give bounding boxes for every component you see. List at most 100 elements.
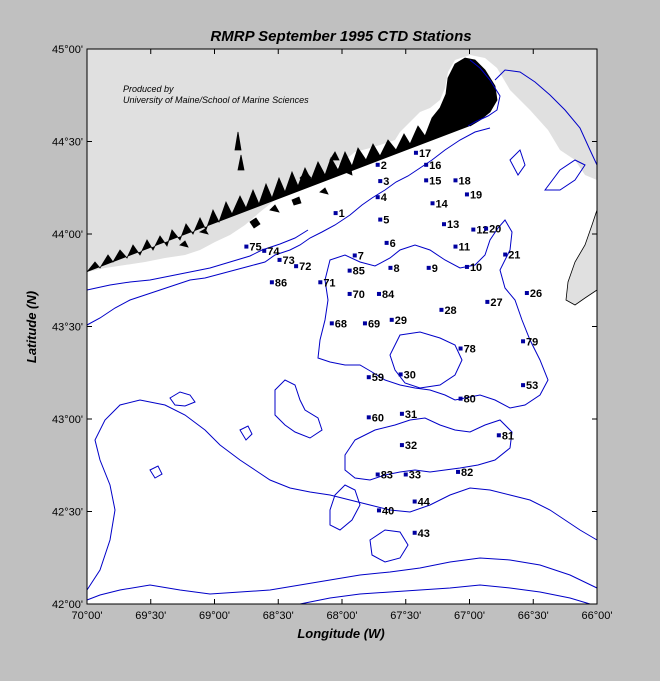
station-18: 18 (453, 175, 471, 187)
station-80: 80 (458, 394, 476, 406)
station-label: 73 (283, 255, 295, 267)
y-axis-label: Latitude (N) (24, 291, 39, 363)
contour-shelf-mid (86, 229, 309, 291)
credit-line-2: University of Maine/School of Marine Sci… (123, 95, 309, 105)
station-73: 73 (277, 255, 295, 267)
bay-of-fundy-outline (467, 59, 598, 191)
axis-ticks (86, 48, 598, 605)
station-label: 9 (432, 263, 438, 275)
station-71: 71 (318, 277, 336, 289)
station-84: 84 (376, 289, 395, 301)
station-43: 43 (412, 528, 430, 540)
x-axis-label: Longitude (W) (297, 626, 384, 641)
station-marker (384, 240, 389, 245)
station-3: 3 (378, 176, 389, 188)
x-tick-label: 68°30' (263, 610, 294, 622)
x-tick-label: 67°30' (390, 610, 421, 622)
station-28: 28 (439, 305, 457, 317)
station-label: 8 (393, 263, 399, 275)
y-tick-label: 42°00' (52, 599, 83, 611)
x-tick-label: 69°30' (135, 610, 166, 622)
station-53: 53 (521, 380, 538, 392)
axis-tick-labels: 70°00' 69°30' 69°00' 68°30' 68°00' 67°30' 67°0… (52, 44, 612, 622)
station-marker (430, 201, 435, 206)
contour-wilkinson-basin (274, 379, 323, 439)
station-27: 27 (485, 297, 503, 309)
station-label: 6 (390, 238, 396, 250)
station-marker (294, 264, 299, 269)
y-tick-label: 42°30' (52, 507, 83, 519)
station-marker (318, 280, 323, 285)
contour-small-shoal-1 (169, 391, 196, 407)
station-marker (521, 339, 526, 344)
contour-georges-bank-outer (86, 399, 598, 591)
station-10: 10 (464, 262, 482, 274)
station-17: 17 (413, 148, 431, 160)
station-marker (352, 253, 357, 258)
station-70: 70 (347, 289, 365, 301)
y-tick-label: 44°30' (52, 137, 83, 149)
station-label: 74 (267, 246, 280, 258)
station-26: 26 (524, 288, 542, 300)
station-marker (399, 443, 404, 448)
station-marker (347, 268, 352, 273)
station-label: 59 (372, 372, 384, 384)
station-6: 6 (384, 238, 396, 250)
station-86: 86 (269, 277, 287, 289)
station-81: 81 (496, 430, 514, 442)
station-marker (388, 265, 393, 270)
station-marker (453, 178, 458, 183)
station-label: 71 (323, 277, 335, 289)
station-8: 8 (388, 263, 400, 275)
station-16: 16 (424, 160, 441, 172)
station-33: 33 (403, 470, 421, 482)
station-31: 31 (399, 409, 417, 421)
station-marker (347, 291, 352, 296)
station-15: 15 (424, 175, 441, 187)
station-label: 13 (447, 219, 459, 231)
station-label: 2 (381, 160, 387, 172)
station-label: 16 (429, 160, 441, 172)
station-label: 33 (409, 470, 421, 482)
station-label: 69 (368, 318, 380, 330)
station-marker (471, 227, 476, 232)
station-marker (362, 321, 367, 326)
station-label: 11 (458, 242, 470, 254)
station-21: 21 (503, 250, 520, 262)
station-19: 19 (464, 189, 482, 201)
station-label: 5 (383, 215, 389, 227)
station-11: 11 (453, 242, 470, 254)
contour-georges-bank-crest (329, 484, 409, 563)
station-78: 78 (458, 344, 476, 356)
station-marker (456, 469, 461, 474)
y-tick-label: 43°00' (52, 414, 83, 426)
station-label: 7 (358, 250, 364, 262)
x-tick-label: 68°00' (327, 610, 358, 622)
station-marker (399, 411, 404, 416)
x-tick-label: 66°30' (518, 610, 549, 622)
station-marker (412, 499, 417, 504)
station-label: 81 (502, 430, 514, 442)
station-29: 29 (389, 315, 407, 327)
station-9: 9 (426, 263, 438, 275)
station-label: 44 (418, 497, 431, 509)
station-marker (496, 433, 501, 438)
station-marker (426, 265, 431, 270)
contour-slope-1 (86, 557, 598, 601)
station-32: 32 (399, 440, 417, 452)
station-label: 40 (382, 505, 394, 517)
station-label: 10 (470, 262, 482, 274)
station-75: 75 (244, 242, 262, 254)
station-marker (262, 248, 267, 253)
station-5: 5 (378, 215, 389, 227)
station-marker (378, 217, 383, 222)
station-label: 30 (404, 369, 416, 381)
station-label: 70 (353, 289, 365, 301)
station-label: 31 (405, 409, 417, 421)
station-label: 17 (419, 148, 431, 160)
station-label: 20 (489, 224, 501, 236)
station-68: 68 (329, 318, 347, 330)
station-marker (333, 211, 338, 216)
station-marker (366, 415, 371, 420)
